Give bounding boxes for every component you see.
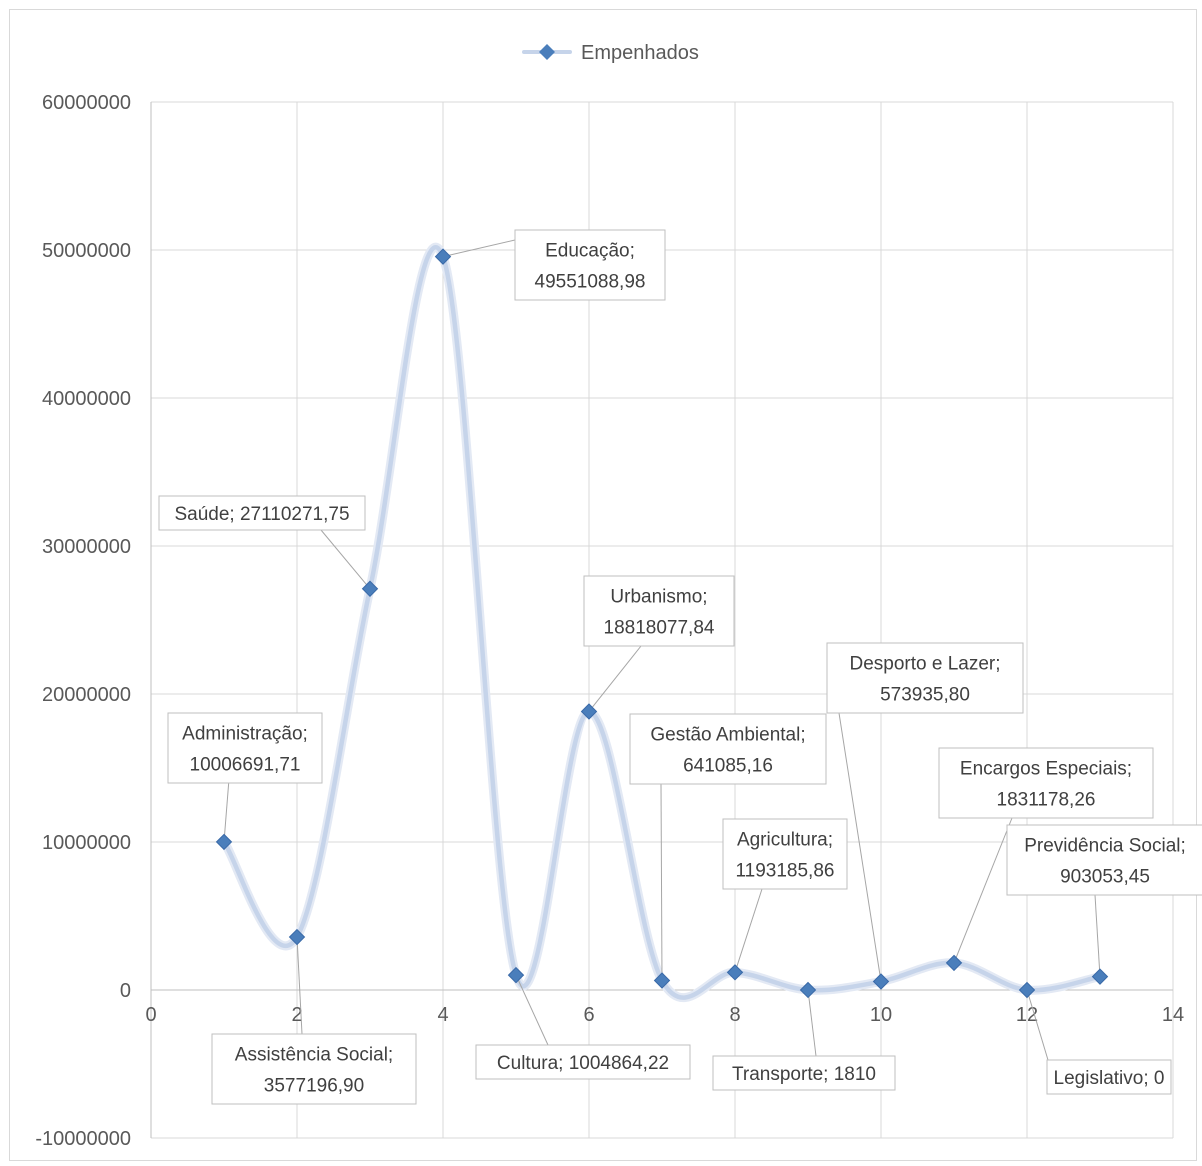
data-label: Desporto e Lazer; 573935,80 <box>826 642 1024 714</box>
leader-line <box>734 888 763 973</box>
x-tick-label: 6 <box>583 1004 594 1026</box>
y-tick-label: 60000000 <box>42 92 131 114</box>
data-label-text: 1831178,26 <box>997 790 1096 811</box>
data-point-marker <box>799 981 817 999</box>
y-tick-label: 50000000 <box>42 240 131 262</box>
markers <box>215 248 1109 999</box>
legend-label: Empenhados <box>581 42 699 64</box>
data-label: Educação; 49551088,98 <box>514 229 666 301</box>
data-label-box <box>514 229 666 301</box>
y-tick-label: 10000000 <box>42 832 131 854</box>
data-label-text: Gestão Ambiental; <box>650 725 805 746</box>
legend-marker <box>539 44 555 60</box>
data-label-box <box>722 818 848 890</box>
x-tick-label: 4 <box>437 1004 448 1026</box>
data-point-marker <box>434 248 452 265</box>
data-point-marker <box>361 580 379 597</box>
data-label-box <box>938 747 1154 819</box>
data-label-text: Legislativo; 0 <box>1054 1068 1165 1089</box>
data-label: Encargos Especiais; 1831178,26 <box>938 747 1154 819</box>
data-label-box <box>158 495 366 531</box>
data-label-text: 641085,16 <box>683 756 773 777</box>
data-label-box <box>167 712 323 784</box>
data-point-marker <box>507 966 525 984</box>
data-label-text: Previdência Social; <box>1024 836 1186 857</box>
leader-line <box>1094 894 1101 977</box>
data-point-marker <box>288 928 306 946</box>
data-label-text: Saúde; 27110271,75 <box>174 504 349 525</box>
data-label-box <box>826 642 1024 714</box>
data-point-marker <box>1091 968 1109 985</box>
data-label-text: Transporte; 1810 <box>732 1064 876 1085</box>
x-tick-label: 0 <box>145 1004 156 1026</box>
data-point-marker <box>945 954 963 972</box>
leader-line <box>953 817 1013 964</box>
leader-line <box>588 645 642 712</box>
data-point-marker <box>1018 981 1036 999</box>
x-tick-label: 2 <box>291 1004 302 1026</box>
y-tick-label: 20000000 <box>42 684 131 706</box>
data-label-box <box>475 1044 691 1080</box>
data-label-text: 49551088,98 <box>535 272 646 293</box>
leader-line <box>660 783 663 981</box>
data-label-text: Encargos Especiais; <box>960 759 1132 780</box>
leader-line <box>296 937 303 1035</box>
leader-line <box>320 529 371 590</box>
leader-line <box>838 712 882 982</box>
data-label: Administração; 10006691,71 <box>167 712 323 784</box>
data-point-marker <box>726 964 744 981</box>
data-label-text: 1193185,86 <box>736 861 835 882</box>
data-label-box <box>629 713 827 785</box>
data-label-text: Administração; <box>182 724 308 745</box>
data-labels: Administração; 10006691,71 Assistência Soc… <box>158 229 1202 1105</box>
x-tick-label: 10 <box>870 1004 892 1026</box>
data-label-text: Cultura; 1004864,22 <box>497 1053 669 1074</box>
data-label: Cultura; 1004864,22 <box>475 1044 691 1080</box>
data-point-marker <box>580 703 598 720</box>
data-point-marker <box>872 973 890 990</box>
data-label-box <box>1046 1059 1172 1095</box>
data-label: Gestão Ambiental; 641085,16 <box>629 713 827 785</box>
leader-line <box>807 989 817 1057</box>
y-tick-label: -10000000 <box>35 1128 131 1150</box>
data-label: Previdência Social; 903053,45 <box>1006 824 1202 896</box>
data-label-text: 573935,80 <box>880 685 970 706</box>
data-label: Legislativo; 0 <box>1046 1059 1172 1095</box>
y-tick-label: 40000000 <box>42 388 131 410</box>
data-label-box <box>712 1055 896 1091</box>
data-label: Urbanismo; 18818077,84 <box>583 575 735 647</box>
leader-line <box>442 239 516 258</box>
leader-line <box>223 778 230 842</box>
data-label-text: 3577196,90 <box>264 1076 364 1097</box>
data-label-box <box>1006 824 1202 896</box>
data-label-text: 903053,45 <box>1060 867 1150 888</box>
data-label: Saúde; 27110271,75 <box>158 495 366 531</box>
data-label-text: Urbanismo; <box>610 587 707 608</box>
data-point-marker <box>215 833 233 851</box>
x-tick-label: 8 <box>729 1004 740 1026</box>
data-label-box <box>583 575 735 647</box>
x-tick-label: 14 <box>1162 1004 1184 1026</box>
data-label-text: Educação; <box>545 241 635 262</box>
y-tick-label: 0 <box>120 980 131 1002</box>
data-label: Agricultura; 1193185,86 <box>722 818 848 890</box>
data-point-marker <box>653 972 671 989</box>
leader-line <box>1026 989 1049 1061</box>
legend: Empenhados <box>522 42 699 64</box>
data-label-text: Desporto e Lazer; <box>849 654 1000 675</box>
data-label-text: 18818077,84 <box>604 618 715 639</box>
data-label-text: Agricultura; <box>737 830 833 851</box>
data-label: Transporte; 1810 <box>712 1055 896 1091</box>
data-label-text: Assistência Social; <box>235 1045 393 1066</box>
data-label: Assistência Social; 3577196,90 <box>211 1033 417 1105</box>
data-label-text: 10006691,71 <box>190 755 301 776</box>
data-label-box <box>211 1033 417 1105</box>
leader-line <box>515 974 549 1046</box>
y-tick-label: 30000000 <box>42 536 131 558</box>
